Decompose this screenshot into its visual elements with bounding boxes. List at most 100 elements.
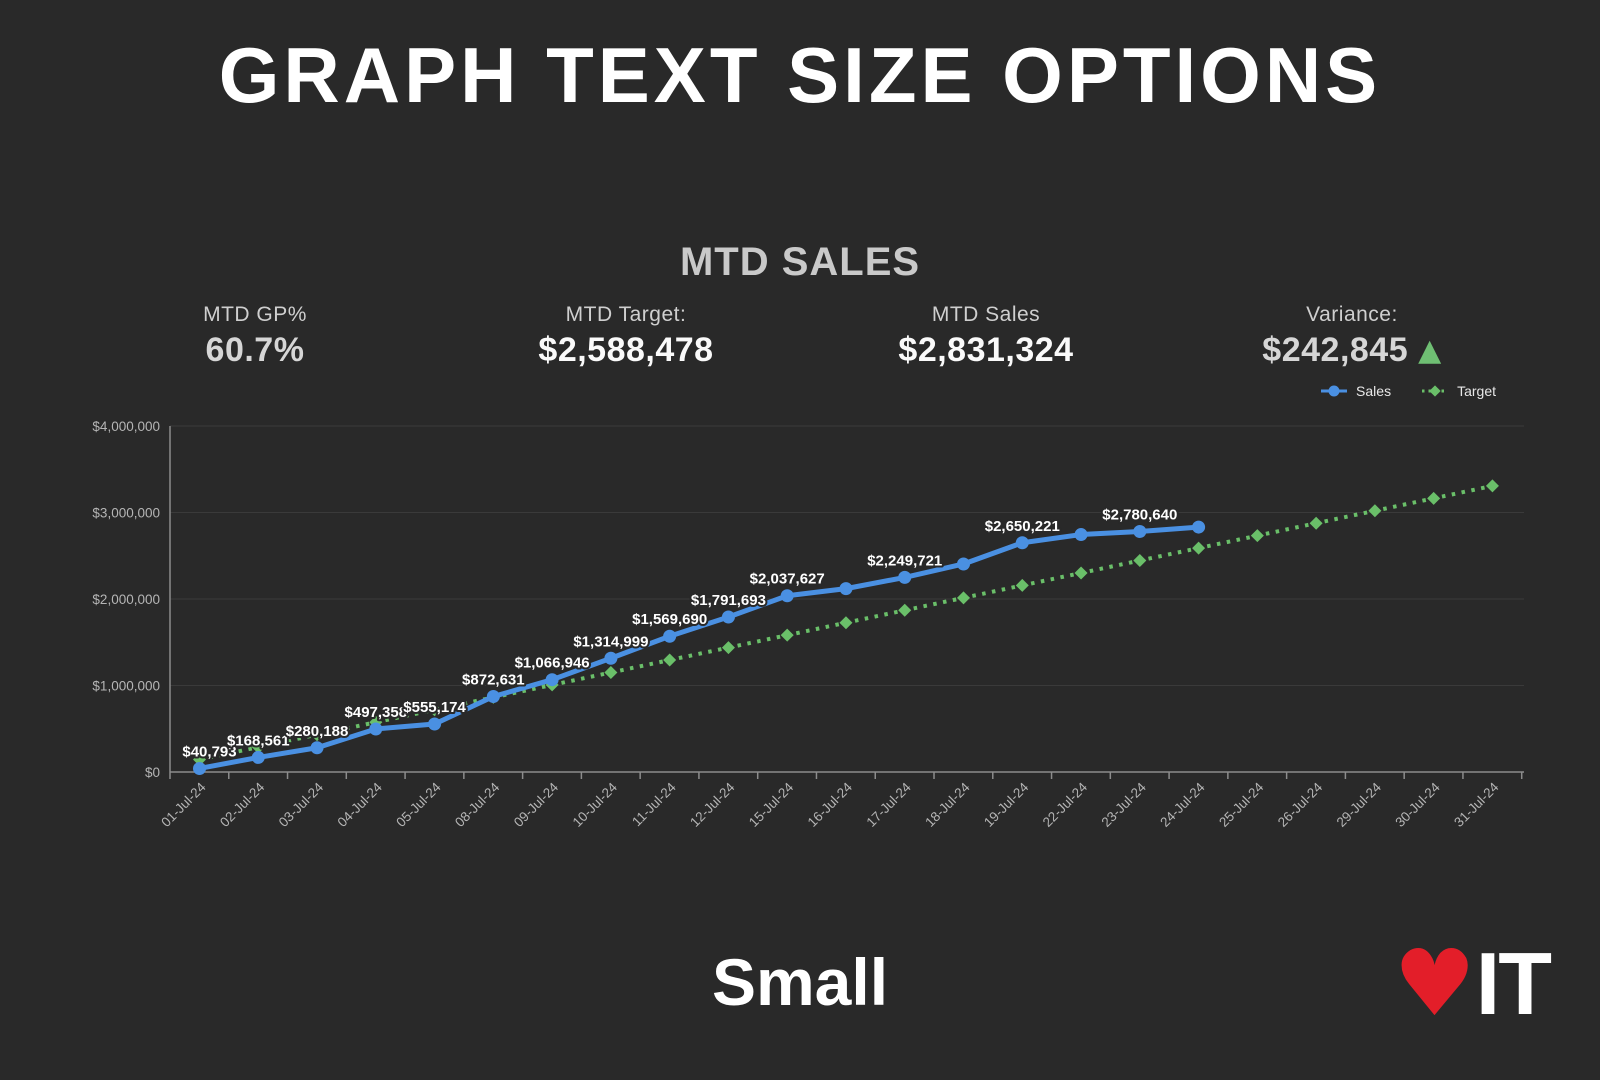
x-tick-label: 29-Jul-24 — [1334, 779, 1385, 830]
data-label: $2,650,221 — [985, 518, 1060, 535]
target-marker — [839, 616, 853, 630]
x-tick-label: 19-Jul-24 — [981, 779, 1032, 830]
sales-marker — [1074, 528, 1088, 542]
kpi-label: MTD GP% — [203, 303, 307, 326]
target-marker — [957, 591, 971, 605]
x-tick-label: 25-Jul-24 — [1216, 779, 1267, 830]
data-label: $40,793 — [182, 743, 236, 760]
target-marker — [369, 715, 383, 729]
sales-marker — [780, 589, 794, 603]
x-tick-label: 22-Jul-24 — [1040, 779, 1091, 830]
logo-text: IT — [1475, 934, 1552, 1033]
size-option-label: Small — [711, 945, 889, 1019]
sales-marker — [1015, 536, 1029, 550]
heart-icon: ♥ — [1393, 930, 1476, 1037]
target-marker — [192, 753, 207, 767]
x-tick-label: 04-Jul-24 — [335, 779, 386, 830]
y-tick-label: $0 — [145, 765, 160, 780]
x-tick-label: 15-Jul-24 — [746, 779, 797, 830]
target-line-swatch-icon — [1422, 385, 1449, 397]
y-tick-label: $4,000,000 — [92, 419, 160, 434]
data-label: $280,188 — [286, 723, 349, 740]
x-tick-label: 31-Jul-24 — [1451, 779, 1502, 830]
target-marker — [1250, 529, 1264, 543]
target-marker — [251, 740, 265, 754]
target-marker — [1015, 578, 1029, 592]
kpi-variance: Variance: $242,845 ▲ — [1262, 303, 1441, 370]
brand-logo: ♥ IT — [1393, 930, 1552, 1037]
x-axis-labels: 01-Jul-24 02-Jul-24 03-Jul-24 04-Jul-24 05-J… — [158, 779, 1502, 830]
y-tick-label: $2,000,000 — [92, 592, 160, 607]
variance-up-icon: ▲ — [1418, 333, 1442, 368]
x-tick-label: 24-Jul-24 — [1157, 779, 1208, 830]
kpi-mtd-sales: MTD Sales $2,831,324 — [898, 303, 1073, 370]
x-tick-label: 10-Jul-24 — [570, 779, 621, 830]
legend-label: Sales — [1356, 383, 1392, 399]
target-marker — [721, 641, 735, 655]
kpi-value: $2,831,324 — [898, 331, 1074, 369]
data-label: $168,561 — [227, 732, 290, 749]
chart-title: MTD SALES — [679, 240, 921, 284]
legend-item-target: Target — [1421, 383, 1496, 399]
sales-marker — [604, 651, 618, 665]
axes — [169, 426, 1524, 779]
target-marker — [1074, 566, 1088, 580]
y-tick-label: $1,000,000 — [92, 679, 160, 694]
sales-marker — [839, 582, 853, 596]
data-label: $497,358 — [345, 704, 408, 721]
x-tick-label: 18-Jul-24 — [922, 779, 973, 830]
kpi-value: $242,845 ▲ — [1262, 331, 1442, 369]
sales-marker — [663, 629, 677, 643]
target-marker — [486, 690, 500, 704]
sales-marker — [251, 750, 265, 764]
x-tick-label: 23-Jul-24 — [1099, 779, 1150, 830]
sales-marker — [1192, 520, 1206, 534]
x-tick-label: 02-Jul-24 — [217, 779, 268, 830]
data-label: $2,780,640 — [1102, 506, 1177, 523]
data-label: $1,314,999 — [573, 633, 648, 650]
chart-legend: Sales Target — [1320, 383, 1496, 399]
target-marker — [310, 728, 324, 742]
x-tick-label: 03-Jul-24 — [276, 779, 327, 830]
target-marker — [1309, 516, 1323, 530]
target-marker — [1485, 479, 1499, 493]
x-tick-label: 05-Jul-24 — [393, 779, 444, 830]
data-label: $1,066,946 — [515, 655, 590, 672]
x-tick-label: 16-Jul-24 — [805, 779, 856, 830]
data-label: $1,569,690 — [632, 611, 707, 628]
target-marker — [1192, 541, 1206, 555]
sales-marker — [310, 741, 324, 755]
x-tick-label: 11-Jul-24 — [629, 779, 679, 829]
legend-label: Target — [1457, 383, 1496, 399]
sales-marker — [486, 690, 500, 704]
sales-marker — [957, 557, 971, 571]
page-title: GRAPH TEXT SIZE OPTIONS — [218, 31, 1382, 119]
x-tick-label: 17-Jul-24 — [863, 779, 914, 830]
target-marker — [780, 628, 794, 642]
sales-marker — [193, 761, 206, 775]
kpi-value: $2,588,478 — [538, 331, 714, 369]
y-axis-labels: $0 $1,000,000 $2,000,000 $3,000,000 $4,000,0… — [92, 419, 160, 780]
x-tick-label: 26-Jul-24 — [1275, 779, 1326, 830]
kpi-value: 60.7% — [205, 331, 305, 369]
target-marker — [898, 603, 912, 617]
kpi-label: MTD Target: — [565, 303, 687, 326]
sales-marker — [545, 673, 559, 687]
kpi-label: MTD Sales — [931, 303, 1041, 326]
target-marker — [1427, 491, 1441, 505]
sales-series — [193, 520, 1206, 775]
y-tick-label: $3,000,000 — [92, 506, 160, 521]
legend-item-sales: Sales — [1320, 383, 1391, 399]
target-series — [192, 479, 1499, 767]
sales-marker — [898, 570, 912, 584]
x-tick-label: 01-Jul-24 — [158, 779, 209, 830]
gridlines — [170, 425, 1524, 686]
target-marker — [428, 703, 442, 717]
data-label: $1,791,693 — [691, 592, 766, 609]
sales-marker — [369, 722, 383, 736]
sales-data-labels: $40,793$168,561$280,188 $497,358$555,174 $… — [180, 504, 1179, 762]
sales-marker — [1133, 524, 1147, 538]
data-label: $2,249,721 — [867, 552, 942, 569]
